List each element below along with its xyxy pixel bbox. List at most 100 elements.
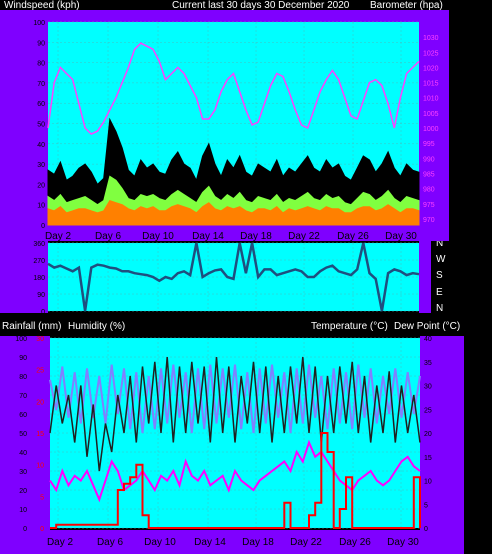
wind-tick-label: 60 — [37, 101, 45, 108]
baro-tick-label: 985 — [423, 171, 435, 178]
series-temperature — [49, 356, 421, 472]
humidity-tick-label: 40 — [19, 450, 27, 457]
humidity-tick-label: 60 — [19, 412, 27, 419]
series-barometer — [47, 42, 420, 136]
baro-tick-label: 975 — [423, 202, 435, 209]
temp-tick-label: 40 — [424, 336, 432, 343]
baro-tick-label: 1020 — [423, 65, 439, 72]
x-tick-label: Day 18 — [240, 231, 272, 242]
wind-tick-label: 90 — [37, 40, 45, 47]
baro-tick-label: 980 — [423, 187, 435, 194]
wind-tick-label: 10 — [37, 203, 45, 210]
baro-tick-label: 990 — [423, 156, 435, 163]
humidity-tick-label: 20 — [19, 488, 27, 495]
humidity-tick-label: 80 — [19, 374, 27, 381]
x-tick-label: Day 2 — [45, 231, 72, 242]
temp-tick-label: 20 — [424, 431, 432, 438]
baro-tick-label: 1005 — [423, 111, 439, 118]
baro-tick-label: 1025 — [423, 50, 439, 57]
x-tick-label: Day 14 — [194, 537, 226, 548]
wind-tick-label: 80 — [37, 61, 45, 68]
humidity-tick-label: 70 — [19, 393, 27, 400]
baro-tick-label: 970 — [423, 217, 435, 224]
x-tick-label: Day 26 — [337, 231, 369, 242]
chart-title: Current last 30 days 30 December 2020 — [172, 0, 350, 11]
temp-tick-label: 25 — [424, 407, 432, 414]
top-left-frame — [0, 10, 48, 232]
x-tick-label: Day 22 — [288, 231, 320, 242]
series-min-wind — [47, 199, 420, 226]
temp-tick-label: 30 — [424, 384, 432, 391]
series-wind-direction — [47, 242, 420, 312]
humidity-tick-label: 90 — [19, 355, 27, 362]
temp-tick-label: 35 — [424, 360, 432, 367]
barometer-axis-label: Barometer (hpa) — [370, 0, 443, 11]
dir-tick-label: 0 — [41, 309, 45, 316]
x-tick-label: Day 30 — [387, 537, 419, 548]
x-tick-label: Day 10 — [144, 537, 176, 548]
humidity-tick-label: 30 — [19, 469, 27, 476]
dir-tick-label: 90 — [37, 292, 45, 299]
bot-left-frame — [0, 336, 50, 554]
mid-left-frame — [0, 241, 48, 313]
wind-tick-label: 20 — [37, 182, 45, 189]
wind-tick-label: 50 — [37, 122, 45, 129]
wind-tick-label: 0 — [41, 223, 45, 230]
top-bottom-frame — [0, 225, 449, 241]
rainfall-axis-label: Rainfall (mm) — [2, 321, 62, 332]
wind-tick-label: 70 — [37, 81, 45, 88]
x-tick-label: Day 2 — [47, 537, 74, 548]
wind-dir-label-n-bottom: N — [436, 303, 444, 314]
humidity-axis-label: Humidity (%) — [68, 321, 126, 332]
mid-right-frame — [419, 241, 431, 313]
humidity-tick-label: 100 — [15, 336, 27, 343]
baro-tick-label: 995 — [423, 141, 435, 148]
x-tick-label: Day 30 — [385, 231, 417, 242]
x-tick-label: Day 22 — [290, 537, 322, 548]
dir-tick-label: 180 — [33, 275, 45, 282]
x-tick-label: Day 10 — [142, 231, 174, 242]
humidity-tick-label: 0 — [23, 526, 27, 533]
x-tick-label: Day 6 — [97, 537, 124, 548]
baro-tick-label: 1010 — [423, 96, 439, 103]
rain-tick-label: 30 — [36, 336, 44, 343]
series-humidity — [49, 364, 421, 434]
x-tick-label: Day 14 — [192, 231, 224, 242]
baro-tick-label: 1000 — [423, 126, 439, 133]
rain-tick-label: 25 — [36, 368, 44, 375]
wind-dir-label-n-top: N — [436, 238, 444, 249]
humidity-tick-label: 10 — [19, 507, 27, 514]
wind-dir-label-s: S — [436, 270, 443, 281]
x-tick-label: Day 26 — [339, 537, 371, 548]
rain-tick-label: 10 — [36, 463, 44, 470]
dir-tick-label: 360 — [33, 241, 45, 248]
x-tick-label: Day 18 — [242, 537, 274, 548]
bot-bottom-frame — [0, 530, 464, 554]
temp-tick-label: 15 — [424, 455, 432, 462]
series-rainfall — [50, 432, 421, 529]
wind-tick-label: 100 — [33, 20, 45, 27]
windspeed-axis-label: Windspeed (kph) — [4, 0, 80, 11]
wind-tick-label: 30 — [37, 162, 45, 169]
temperature-axis-label: Temperature (°C) — [311, 321, 388, 332]
wind-tick-label: 40 — [37, 142, 45, 149]
wind-dir-label-e: E — [436, 287, 443, 298]
dewpoint-axis-label: Dew Point (°C) — [394, 321, 461, 332]
top-right-frame — [419, 10, 449, 232]
temp-tick-label: 5 — [424, 502, 428, 509]
x-tick-label: Day 6 — [95, 231, 122, 242]
baro-tick-label: 1030 — [423, 35, 439, 42]
baro-tick-label: 1015 — [423, 81, 439, 88]
temp-tick-label: 0 — [424, 526, 428, 533]
bot-right-frame — [420, 336, 464, 554]
top-top-frame — [0, 10, 449, 22]
humidity-tick-label: 50 — [19, 431, 27, 438]
rain-tick-label: 5 — [40, 494, 44, 501]
series-dew-point — [49, 439, 421, 503]
rain-tick-label: 0 — [40, 526, 44, 533]
dir-tick-label: 270 — [33, 258, 45, 265]
rain-tick-label: 20 — [36, 399, 44, 406]
temp-tick-label: 10 — [424, 479, 432, 486]
rain-tick-label: 15 — [36, 431, 44, 438]
